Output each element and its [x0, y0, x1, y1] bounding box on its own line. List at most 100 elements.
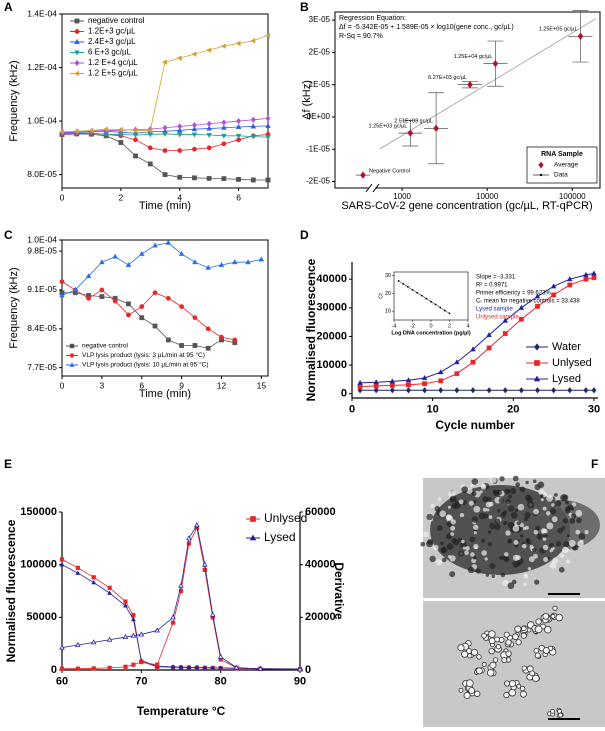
particle — [562, 546, 569, 554]
marker — [192, 259, 198, 265]
marker — [492, 59, 499, 68]
particle — [493, 490, 499, 496]
particle — [550, 613, 556, 619]
marker — [132, 127, 138, 134]
marker — [257, 665, 264, 671]
marker — [126, 301, 131, 307]
particle — [548, 543, 554, 548]
marker — [165, 295, 171, 301]
particle — [512, 475, 519, 482]
series-line — [62, 292, 235, 349]
particle — [481, 538, 485, 543]
particle — [542, 506, 547, 511]
particle — [488, 637, 496, 645]
marker — [75, 565, 80, 570]
inset-note: Primer efficiency = 99.623% — [476, 291, 551, 297]
inset-point — [425, 297, 428, 300]
marker — [85, 273, 92, 279]
particle — [487, 530, 492, 534]
particle — [423, 531, 429, 538]
particle — [470, 648, 478, 656]
marker — [90, 639, 97, 645]
marker — [133, 153, 138, 159]
marker — [202, 567, 207, 573]
x-tick-label: 2 — [448, 323, 451, 329]
plot-frame — [61, 239, 269, 377]
particle — [578, 533, 586, 540]
particle — [525, 525, 529, 530]
particle — [508, 494, 513, 499]
particle — [516, 555, 521, 561]
marker — [583, 271, 589, 277]
marker — [191, 126, 198, 132]
particle — [440, 546, 448, 554]
particle — [507, 582, 515, 590]
x-tick-label: 4 — [177, 192, 182, 202]
particle — [535, 525, 541, 531]
y-tick-label: 1E-05 — [309, 80, 331, 89]
y-axis-label: Δf (kHz) — [301, 80, 313, 120]
marker — [437, 369, 444, 375]
y-axis-label: Normalised fluorescence — [4, 519, 18, 662]
particle — [540, 498, 544, 502]
marker — [389, 387, 395, 394]
particle — [437, 497, 442, 502]
particle — [430, 503, 435, 508]
marker — [406, 382, 411, 388]
y-tick-label: 1.2E-04 — [27, 62, 57, 72]
particle — [502, 579, 509, 587]
marker — [131, 662, 136, 667]
particle — [503, 556, 510, 563]
particle — [542, 612, 550, 620]
particle — [463, 691, 471, 699]
marker — [99, 294, 105, 300]
marker — [470, 387, 476, 394]
micrograph — [423, 601, 605, 727]
marker — [177, 174, 183, 180]
particle — [489, 563, 496, 570]
marker — [130, 632, 137, 638]
marker — [221, 119, 227, 126]
particle — [508, 688, 517, 697]
inset-point — [448, 312, 451, 315]
legend-label: VLP lysis product (lysis: 10 µL/min at 9… — [82, 361, 209, 369]
marker — [534, 360, 540, 366]
y-tick-label: 3E-05 — [309, 15, 331, 24]
series-line — [360, 272, 595, 384]
particle — [552, 557, 559, 564]
particle — [505, 498, 511, 505]
particle — [525, 494, 532, 501]
marker — [194, 664, 200, 670]
marker — [373, 387, 379, 394]
x-tick-label: 6 — [236, 192, 241, 202]
x-tick-label: -4 — [392, 323, 397, 329]
marker — [74, 29, 80, 34]
x-tick-label: 0 — [60, 380, 65, 390]
marker — [218, 261, 225, 267]
marker — [107, 585, 112, 590]
inset-point — [402, 283, 405, 285]
marker — [373, 383, 379, 389]
marker — [91, 666, 96, 671]
marker — [170, 620, 176, 625]
marker — [125, 261, 132, 267]
marker — [591, 387, 597, 394]
legend-label: 2.4E+3 gc/µL — [88, 37, 136, 46]
particle — [462, 546, 466, 550]
y-tick-label: 1.0E-04 — [27, 234, 57, 244]
marker — [518, 387, 524, 394]
particle — [542, 647, 550, 654]
marker — [59, 644, 65, 650]
particle — [435, 559, 442, 566]
panel-label: F — [591, 457, 598, 471]
marker — [265, 177, 271, 183]
particle — [519, 486, 526, 493]
particle — [469, 536, 476, 543]
marker — [192, 146, 197, 152]
marker — [265, 122, 271, 128]
marker — [178, 664, 184, 669]
particle — [550, 708, 555, 714]
marker — [138, 250, 145, 256]
particle — [495, 644, 501, 650]
particle — [486, 496, 492, 503]
